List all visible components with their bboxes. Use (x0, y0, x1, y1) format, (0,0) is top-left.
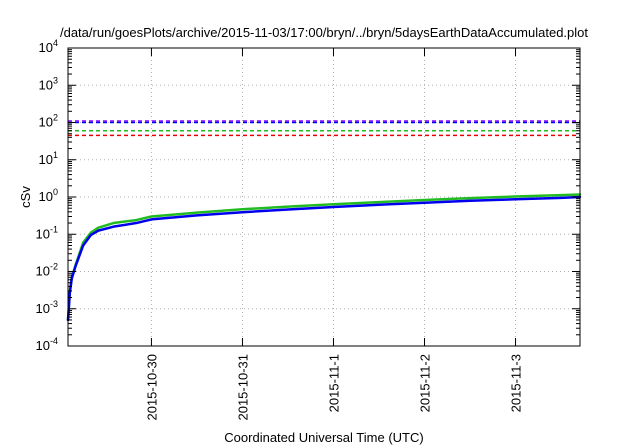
y-axis-label: cSv (18, 186, 33, 208)
y-tick-label: 10-1 (36, 224, 58, 241)
x-tick-label: 2015-11-1 (326, 354, 341, 412)
y-tick-label: 101 (39, 150, 58, 167)
y-tick-label: 102 (39, 113, 58, 130)
y-tick-exponent: -4 (50, 336, 58, 346)
y-tick-exponent: -3 (50, 299, 58, 309)
y-tick-label: 103 (39, 75, 58, 92)
series-line-2 (66, 195, 582, 322)
x-axis-label: Coordinated Universal Time (UTC) (224, 430, 423, 445)
y-tick-label: 10-4 (36, 336, 58, 353)
x-tick-label: 2015-10-31 (235, 354, 250, 421)
y-tick-label: 100 (39, 187, 58, 204)
y-tick-exponent: 0 (53, 187, 58, 197)
chart-title: /data/run/goesPlots/archive/2015-11-03/1… (60, 25, 588, 40)
y-tick-label: 10-2 (36, 262, 58, 279)
series-line-1 (66, 193, 582, 322)
x-tick-label: 2015-11-3 (509, 354, 524, 412)
y-tick-exponent: -1 (50, 224, 58, 234)
series-group (66, 120, 582, 322)
y-tick-exponent: 2 (53, 113, 58, 123)
x-tick-label: 2015-11-2 (418, 354, 433, 412)
axes: 10-410-310-210-11001011021031042015-10-3… (36, 38, 580, 421)
y-tick-exponent: 4 (53, 38, 58, 48)
y-tick-exponent: 1 (53, 150, 58, 160)
y-tick-exponent: -2 (50, 262, 58, 272)
y-tick-label: 104 (39, 38, 58, 55)
y-tick-exponent: 3 (53, 75, 58, 85)
y-tick-label: 10-3 (36, 299, 58, 316)
x-tick-label: 2015-10-30 (144, 354, 159, 421)
